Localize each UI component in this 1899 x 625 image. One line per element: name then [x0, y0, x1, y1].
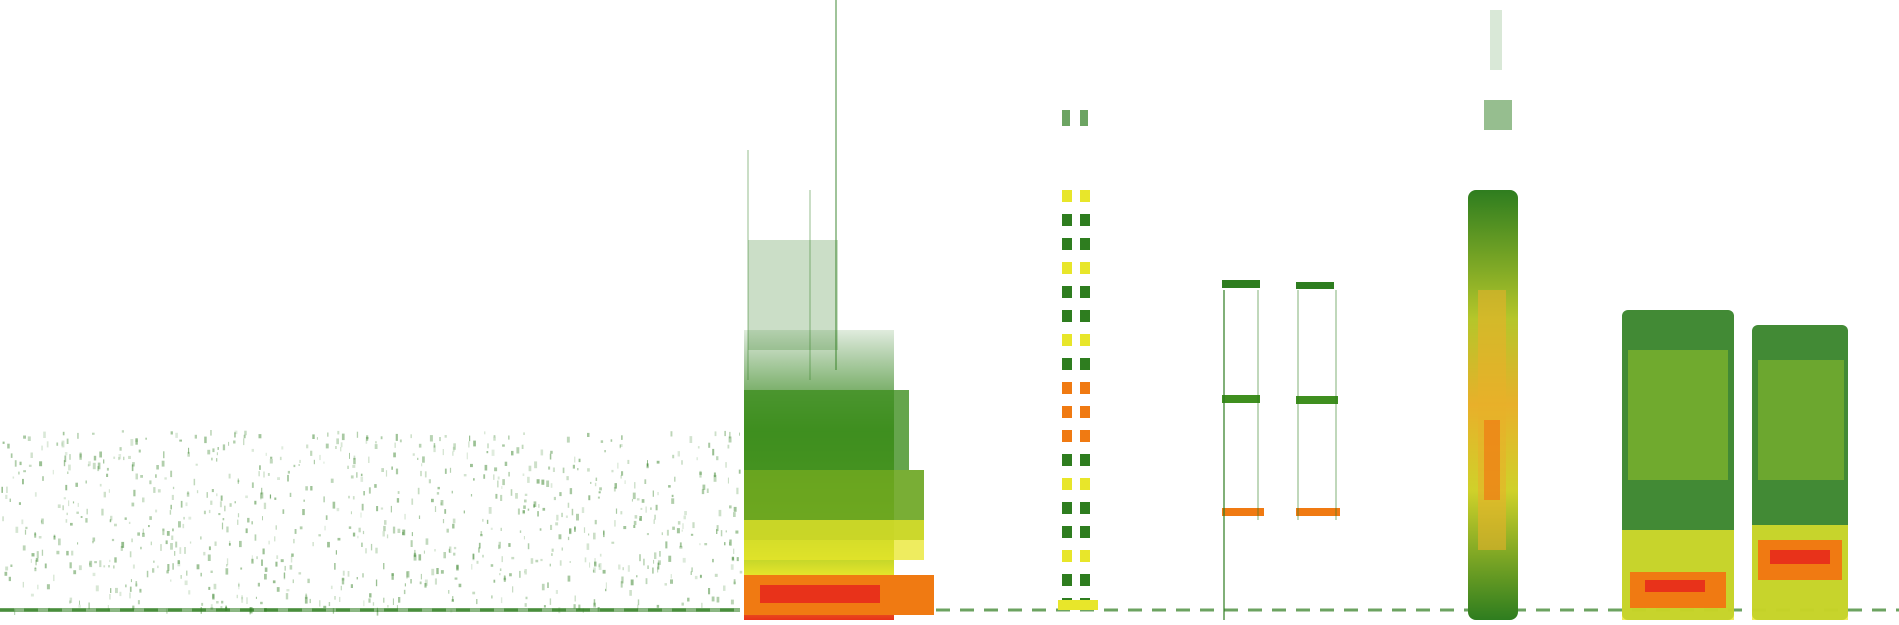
- burst-2-ladder: [1058, 110, 1098, 610]
- burst-4-column: [1468, 10, 1518, 620]
- burst-3-tones: [1222, 280, 1340, 620]
- background-noise: [1, 430, 743, 616]
- burst-5-blocks: [1622, 310, 1848, 620]
- burst-1: [744, 0, 934, 620]
